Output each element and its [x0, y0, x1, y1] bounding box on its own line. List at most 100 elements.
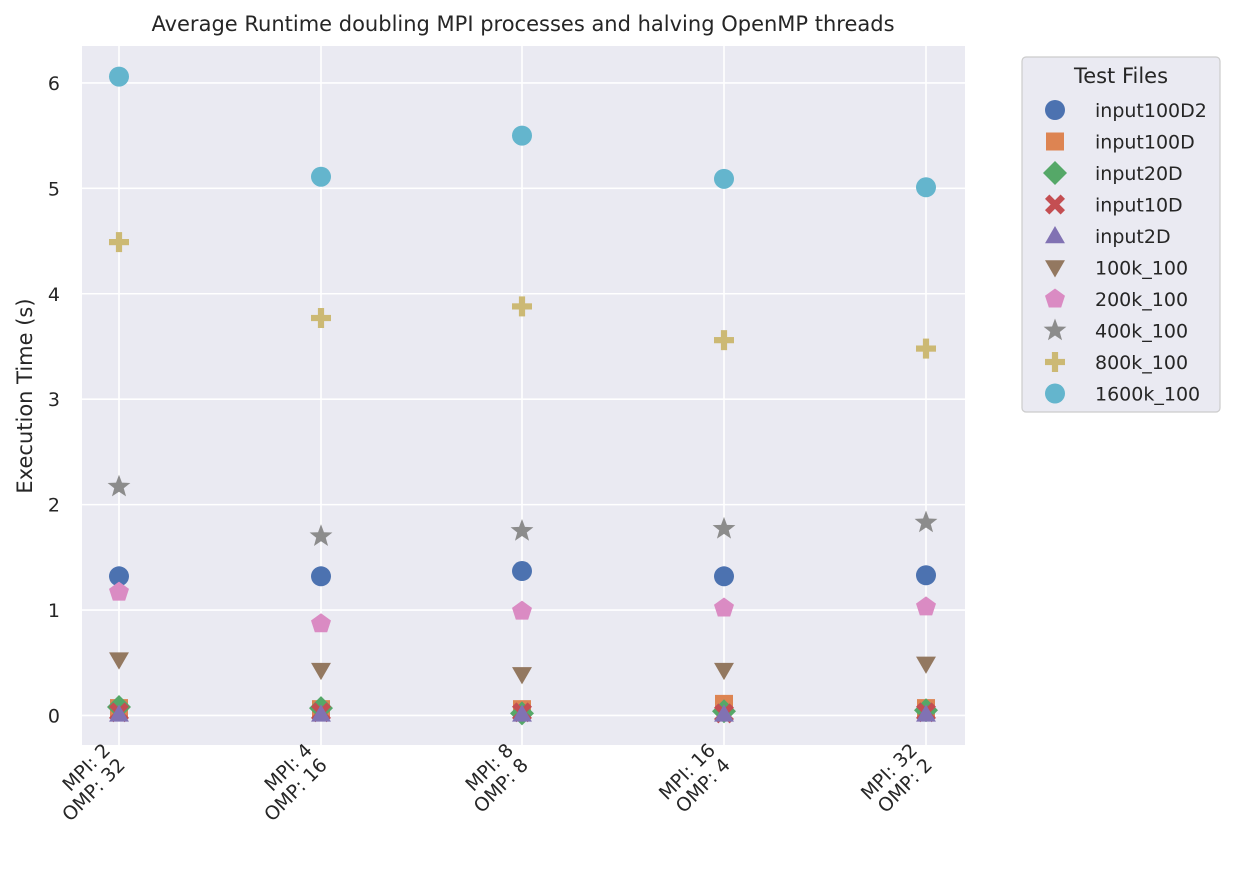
data-point	[512, 704, 532, 722]
legend-entry: input100D	[1046, 132, 1195, 154]
data-point	[510, 518, 534, 541]
data-point	[916, 565, 936, 586]
legend-entry: input2D	[1045, 226, 1171, 248]
legend-label: input20D	[1095, 163, 1183, 185]
data-point-bar	[518, 296, 526, 317]
data-point-bar	[720, 330, 728, 351]
series-input2D	[109, 704, 936, 722]
legend-items: input100D2 input100D input20D input10D input…	[1043, 100, 1207, 406]
data-point-bar	[115, 232, 123, 253]
series-800k_100	[109, 232, 936, 359]
data-point	[311, 704, 331, 722]
legend-entry: 200k_100	[1045, 288, 1188, 311]
data-point	[714, 597, 734, 617]
data-point	[512, 667, 532, 685]
legend-label: input100D2	[1095, 100, 1207, 122]
data-series	[107, 66, 938, 726]
data-point	[512, 561, 532, 582]
legend-marker	[1046, 132, 1064, 151]
y-ticks: 0 1 2 3 4 5 6	[48, 73, 60, 728]
legend-label: 100k_100	[1095, 258, 1188, 280]
legend-marker	[1045, 383, 1065, 404]
legend-entry: input10D	[1045, 194, 1183, 217]
legend-marker-bar	[1051, 352, 1059, 372]
legend-label: 1600k_100	[1095, 384, 1200, 406]
data-point	[311, 662, 331, 681]
series-1600k_100	[109, 66, 936, 198]
data-point	[512, 600, 532, 620]
legend-label: input100D	[1095, 132, 1195, 154]
data-point	[714, 704, 734, 722]
legend: Test Files input100D2input100Dinput20Din…	[1021, 56, 1221, 413]
y-tick-label: 1	[48, 600, 60, 622]
legend-label: input10D	[1095, 195, 1183, 217]
y-tick-label: 0	[48, 705, 60, 727]
data-point	[712, 516, 736, 539]
legend-entry: 1600k_100	[1045, 383, 1200, 406]
legend-entry: input20D	[1043, 161, 1183, 185]
y-tick-label: 2	[48, 495, 60, 517]
plot-area	[82, 46, 965, 745]
y-tick-label: 3	[48, 389, 60, 411]
data-point	[109, 566, 129, 587]
grid	[82, 46, 965, 745]
y-tick-label: 6	[48, 73, 60, 95]
data-point	[916, 338, 936, 359]
data-point	[311, 308, 331, 329]
data-point-bar	[922, 338, 930, 359]
legend-entry: 400k_100	[1043, 318, 1188, 343]
legend-marker	[1043, 318, 1067, 341]
legend-entry: 100k_100	[1045, 258, 1188, 280]
legend-marker	[1045, 226, 1065, 244]
data-point	[311, 166, 331, 187]
data-point	[916, 596, 936, 616]
legend-label: 200k_100	[1095, 289, 1188, 311]
data-point	[109, 704, 129, 722]
data-point	[714, 168, 734, 189]
data-point	[512, 125, 532, 146]
series-200k_100	[109, 581, 936, 633]
legend-marker	[1043, 161, 1067, 185]
legend-marker	[1045, 100, 1065, 120]
legend-title: Test Files	[1073, 64, 1168, 88]
legend-marker	[1045, 194, 1065, 215]
legend-marker	[1045, 352, 1065, 372]
legend-label: 800k_100	[1095, 352, 1188, 374]
legend-label: input2D	[1095, 226, 1171, 248]
series-400k_100	[107, 474, 938, 546]
legend-marker	[1045, 288, 1065, 308]
data-point	[916, 656, 936, 674]
data-point	[311, 566, 331, 587]
data-point	[109, 581, 129, 601]
legend-entry: 800k_100	[1045, 352, 1188, 374]
data-point-bar	[317, 308, 325, 329]
data-point	[309, 524, 333, 546]
series-100k_100	[109, 652, 936, 685]
y-tick-label: 5	[48, 178, 60, 200]
data-point	[916, 177, 936, 198]
legend-frame	[1021, 56, 1221, 413]
y-axis-label: Execution Time (s)	[13, 298, 37, 493]
series-input100D2	[109, 561, 936, 587]
data-point	[109, 66, 129, 87]
data-point	[914, 510, 938, 533]
y-tick-label: 4	[48, 284, 60, 306]
legend-label: 400k_100	[1095, 321, 1188, 343]
chart-title: Average Runtime doubling MPI processes a…	[151, 12, 894, 36]
data-point	[109, 232, 129, 253]
data-point	[311, 613, 331, 633]
data-point	[107, 474, 131, 497]
data-point	[714, 662, 734, 681]
legend-marker-stroke	[1045, 194, 1065, 215]
legend-entry: input100D2	[1045, 100, 1207, 122]
data-point	[512, 296, 532, 317]
legend-marker	[1045, 260, 1065, 278]
data-point	[714, 330, 734, 351]
